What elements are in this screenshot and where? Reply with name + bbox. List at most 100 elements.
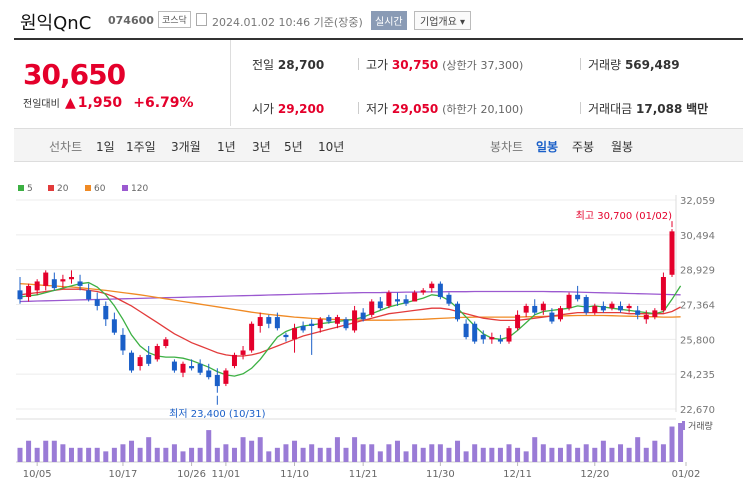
candle-body [540, 303, 546, 311]
volume-bar [51, 440, 57, 462]
volume-bar [557, 447, 563, 462]
volume-bar [334, 437, 340, 462]
legend-swatch-60 [85, 185, 91, 191]
volume-bar [472, 444, 478, 462]
candle-body [472, 323, 478, 342]
candle-body [334, 317, 340, 324]
period-1d[interactable]: 1일 [96, 140, 115, 154]
candle-body [86, 290, 92, 300]
trade-amount: 거래대금 17,088 백만 [588, 102, 709, 116]
volume-legend-label: 거래량 [688, 420, 713, 432]
x-tick-label: 10/05 [23, 469, 52, 480]
candle-body [214, 374, 220, 387]
period-3y[interactable]: 3년 [252, 140, 271, 154]
candle-body [592, 305, 598, 313]
candle-body [94, 299, 100, 306]
volume-bar [154, 447, 160, 462]
volume-bar [540, 444, 546, 462]
volume-bar [86, 447, 92, 462]
candle-body [317, 319, 323, 329]
change-percent: +6.79% [133, 95, 194, 111]
candle-body [111, 319, 117, 333]
realtime-button[interactable]: 실시간 [371, 11, 407, 30]
candle-body [643, 314, 649, 320]
y-tick-label: 32,059 [680, 196, 715, 207]
candle-body [403, 299, 409, 304]
volume-legend-swatch [682, 421, 685, 430]
candle-body [154, 346, 160, 360]
candle-monthly[interactable]: 월봉 [611, 140, 634, 154]
candle-daily[interactable]: 일봉 [536, 140, 559, 154]
volume-bar [94, 447, 100, 462]
period-bar: 선차트 1일 1주일 3개월 1년 3년 5년 10년 봉차트 일봉 주봉 월봉 [14, 128, 743, 162]
x-tick-label: 11/21 [349, 469, 378, 480]
y-tick-label: 27,364 [680, 301, 715, 312]
volume-bar [592, 447, 598, 462]
volume-bar [343, 447, 349, 462]
max-annotation: 최고 30,700 (01/02) [576, 210, 672, 222]
legend-swatch-20 [48, 185, 54, 191]
legend-label-60: 60 [94, 184, 106, 194]
candle-body [412, 292, 418, 302]
candle-body [660, 276, 666, 311]
x-tick-label: 01/02 [672, 469, 701, 480]
candle-body [352, 310, 358, 331]
volume-bar [274, 447, 280, 462]
candle-body [300, 325, 306, 331]
volume-bar [26, 440, 32, 462]
current-price: 30,650 [23, 58, 126, 91]
quote-timestamp: 2024.01.02 10:46 기준(장중) [212, 16, 363, 29]
volume-bar [266, 451, 272, 462]
volume-bar [240, 437, 246, 462]
candle-body [626, 305, 632, 309]
volume-bar [137, 447, 143, 462]
corp-info-dropdown[interactable]: 기업개요 ▾ [414, 11, 471, 30]
period-3m[interactable]: 3개월 [171, 140, 201, 154]
candle-body [575, 294, 581, 300]
volume-bar [17, 447, 23, 462]
volume-bar [68, 447, 74, 462]
volume-bar [300, 447, 306, 462]
x-tick-label: 11/30 [426, 469, 455, 480]
price-change: 전일대비 ▲ 1,950 +6.79% [23, 95, 194, 111]
candle-weekly[interactable]: 주봉 [572, 140, 595, 154]
volume-bar [60, 444, 66, 462]
period-5y[interactable]: 5년 [284, 140, 303, 154]
volume-bar [463, 451, 469, 462]
volume-bar [583, 444, 589, 462]
period-1y[interactable]: 1년 [217, 140, 236, 154]
volume-bar [549, 447, 555, 462]
candle-body [231, 354, 237, 367]
volume-bar [600, 440, 606, 462]
volume-bar [643, 447, 649, 462]
change-label: 전일대비 [23, 99, 60, 110]
price-chart: 5 20 60 120 32,059 30,494 28,929 27,364 25,800 24… [16, 184, 715, 480]
y-tick-label: 28,929 [680, 266, 715, 277]
candle-body [206, 370, 212, 378]
candle-body [197, 363, 203, 373]
x-tick-label: 10/26 [177, 469, 206, 480]
volume-bar [103, 451, 109, 462]
candle-body [343, 319, 349, 329]
volume-bar [180, 451, 186, 462]
candle-body [163, 339, 169, 347]
y-tick-label: 30,494 [680, 231, 715, 242]
candle-body [618, 305, 624, 311]
ma-line-5 [19, 281, 682, 377]
candle-body [223, 370, 229, 384]
candle-body [566, 294, 572, 309]
volume-bar [34, 447, 40, 462]
candle-body [549, 312, 555, 322]
candle-body [77, 281, 83, 286]
volume-bar [618, 444, 624, 462]
volume-bar [377, 451, 383, 462]
document-icon [196, 13, 207, 26]
candle-body [266, 317, 272, 324]
candle-body [68, 276, 74, 280]
period-1w[interactable]: 1주일 [126, 140, 156, 154]
candle-body [274, 317, 280, 329]
volume-bar [446, 447, 452, 462]
period-10y[interactable]: 10년 [318, 140, 345, 154]
candle-body [17, 290, 23, 300]
candle-body [240, 350, 246, 355]
